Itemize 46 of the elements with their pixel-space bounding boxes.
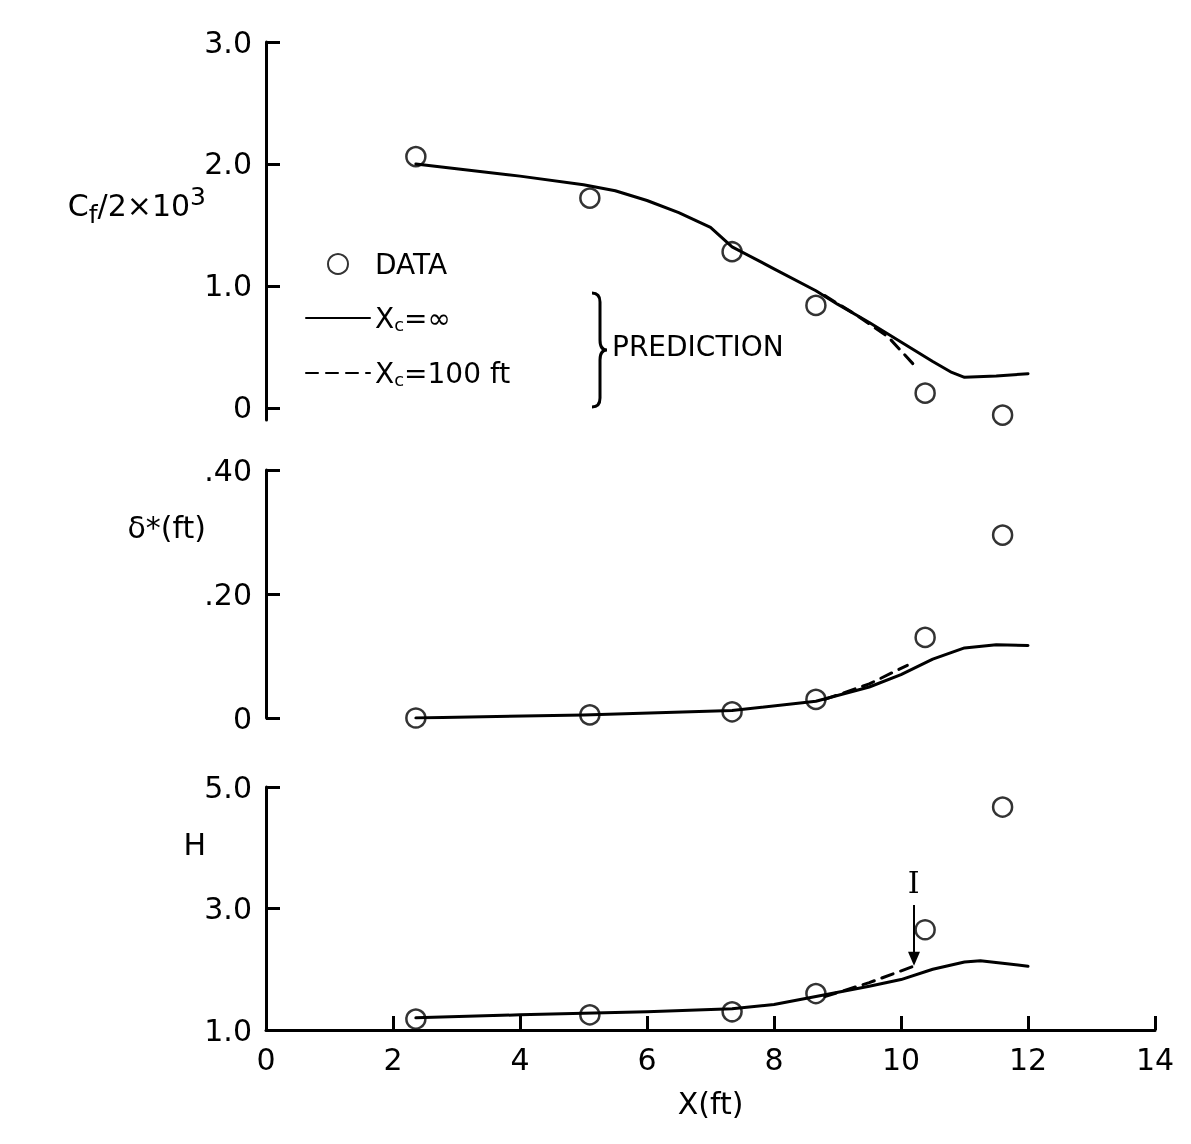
point: [805, 982, 827, 1005]
annotation: I: [906, 865, 921, 901]
point: [405, 1008, 427, 1030]
x-tick-label: 2: [383, 1041, 403, 1077]
point: [721, 240, 743, 263]
x-tick-label: 12: [1008, 1041, 1048, 1077]
y-axis-title: C$_{f}$/2×10$^{3}$: [67, 182, 206, 229]
point: [405, 145, 427, 168]
line-series: [823, 294, 915, 366]
legend-label: Xc=100 ft: [375, 356, 511, 390]
point: [721, 701, 743, 723]
x-axis-title: X(ft): [677, 1085, 744, 1121]
x-tick-label: 4: [510, 1041, 530, 1077]
point: [991, 796, 1014, 818]
y-tick-label: .20: [204, 576, 252, 612]
y-tick-label: .40: [204, 452, 252, 488]
point: [579, 704, 601, 726]
y-tick-label: 2.0: [204, 146, 252, 182]
x-tick-label: 8: [764, 1041, 784, 1077]
point: [991, 524, 1014, 546]
y-tick-label: 1.0: [204, 1012, 252, 1048]
legend-label: DATA: [375, 247, 448, 281]
point: [805, 294, 827, 317]
point: [405, 707, 427, 729]
point: [721, 1001, 743, 1023]
x-tick-label: 0: [256, 1041, 276, 1077]
y-tick-label: 3.0: [204, 891, 252, 926]
y-axis-title: δ*(ft): [127, 510, 206, 545]
y-axis-title: H: [183, 827, 206, 862]
point: [914, 919, 936, 941]
x-tick-label: 14: [1135, 1041, 1175, 1077]
y-tick-label: 1.0: [204, 268, 252, 304]
x-tick-label: 10: [881, 1041, 921, 1077]
point: [579, 1004, 601, 1026]
point: [914, 626, 936, 649]
y-tick-label: 5.0: [204, 769, 252, 805]
annotation: PREDICTION: [612, 329, 784, 363]
point: [579, 187, 601, 209]
y-tick-label: 0: [232, 390, 252, 426]
y-tick-label: 0: [232, 700, 252, 736]
legend-label: Xc=∞: [375, 301, 451, 335]
point: [914, 382, 936, 404]
y-tick-label: 3.0: [204, 24, 252, 60]
point: [805, 688, 827, 711]
x-tick-label: 6: [637, 1041, 657, 1077]
point: [991, 404, 1014, 426]
